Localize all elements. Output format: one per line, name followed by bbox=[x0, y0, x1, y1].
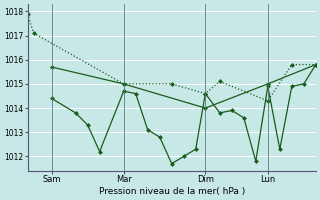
X-axis label: Pression niveau de la mer( hPa ): Pression niveau de la mer( hPa ) bbox=[99, 187, 245, 196]
